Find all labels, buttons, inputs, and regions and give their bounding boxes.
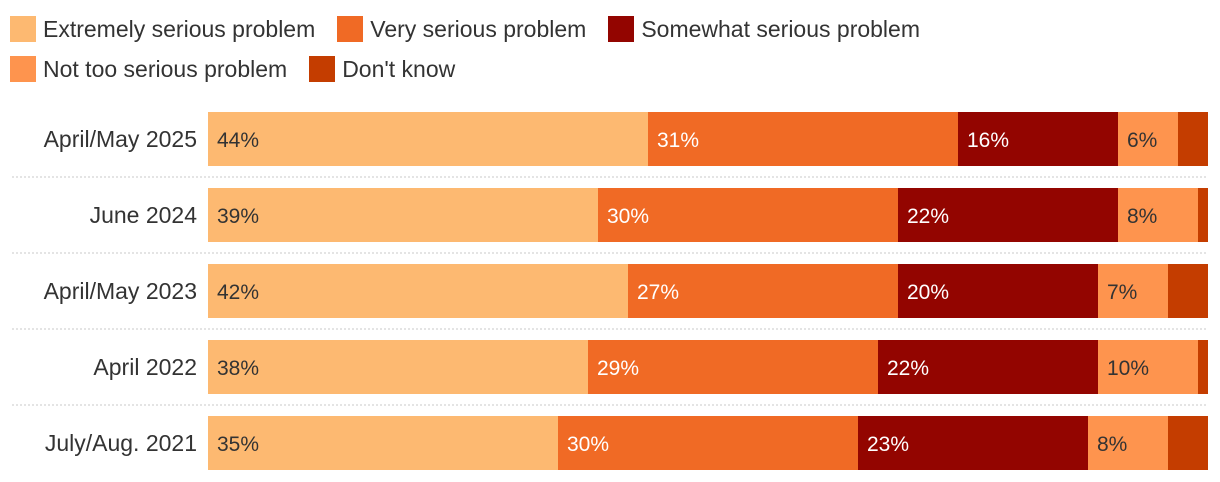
data-label: 22% [887, 357, 929, 380]
bar-segment-somewhat-serious-problem [898, 264, 1098, 318]
data-label: 8% [1127, 205, 1157, 228]
bar-segment-extremely-serious-problem [208, 340, 588, 394]
legend-label: Not too serious problem [43, 55, 288, 82]
data-label: 16% [967, 129, 1009, 152]
bar-segment-don-t-know [1168, 264, 1208, 318]
data-label: 44% [217, 129, 259, 152]
data-label: 42% [217, 281, 259, 304]
data-label: 35% [217, 433, 259, 456]
data-label: 30% [567, 433, 609, 456]
legend-item-somewhat-serious-problem: Somewhat serious problem [608, 12, 920, 46]
legend: Extremely serious problem Very serious pr… [10, 12, 1210, 86]
bar-segment-don-t-know [1198, 340, 1208, 394]
bar-segment-extremely-serious-problem [208, 264, 628, 318]
category-label: July/Aug. 2021 [45, 430, 197, 456]
data-label: 23% [867, 433, 909, 456]
category-label: April/May 2025 [44, 126, 197, 152]
bar-segment-not-too-serious-problem [1118, 112, 1178, 166]
data-label: 38% [217, 357, 259, 380]
legend-swatch [10, 56, 36, 82]
legend-item-don-t-know: Don't know [309, 52, 455, 86]
bar-segment-somewhat-serious-problem [958, 112, 1118, 166]
bar-segment-very-serious-problem [648, 112, 958, 166]
bar-segment-don-t-know [1178, 112, 1208, 166]
data-label: 20% [907, 281, 949, 304]
bar-segment-not-too-serious-problem [1088, 416, 1168, 470]
data-label: 29% [597, 357, 639, 380]
bar-segment-somewhat-serious-problem [858, 416, 1088, 470]
bar-segment-not-too-serious-problem [1118, 188, 1198, 242]
legend-label: Don't know [342, 55, 456, 82]
data-label: 7% [1107, 281, 1137, 304]
data-label: 30% [607, 205, 649, 228]
bar-segment-not-too-serious-problem [1098, 264, 1168, 318]
data-label: 39% [217, 205, 259, 228]
bar-segment-not-too-serious-problem [1098, 340, 1198, 394]
data-label: 31% [657, 129, 699, 152]
data-label: 27% [637, 281, 679, 304]
bar-segment-don-t-know [1198, 188, 1208, 242]
data-label: 10% [1107, 357, 1149, 380]
legend-label: Very serious problem [370, 15, 587, 42]
data-label: 6% [1127, 129, 1157, 152]
bar-segment-very-serious-problem [558, 416, 858, 470]
bar-segment-very-serious-problem [628, 264, 898, 318]
legend-item-very-serious-problem: Very serious problem [337, 12, 586, 46]
category-label: June 2024 [90, 202, 198, 228]
legend-swatch [608, 16, 635, 42]
bar-segment-very-serious-problem [588, 340, 878, 394]
bar-segment-somewhat-serious-problem [878, 340, 1098, 394]
bar-segment-somewhat-serious-problem [898, 188, 1118, 242]
legend-item-not-too-serious-problem: Not too serious problem [10, 52, 287, 86]
bar-segment-very-serious-problem [598, 188, 898, 242]
legend-label: Somewhat serious problem [641, 15, 920, 42]
bar-segment-extremely-serious-problem [208, 112, 648, 166]
legend-swatch [337, 16, 364, 42]
bar-segment-extremely-serious-problem [208, 188, 598, 242]
data-label: 8% [1097, 433, 1127, 456]
legend-label: Extremely serious problem [43, 15, 316, 42]
legend-swatch [309, 56, 336, 82]
category-label: April 2022 [93, 354, 197, 380]
legend-item-extremely-serious-problem: Extremely serious problem [10, 12, 315, 46]
bar-segment-extremely-serious-problem [208, 416, 558, 470]
legend-swatch [10, 16, 36, 42]
bar-segment-don-t-know [1168, 416, 1208, 470]
data-label: 22% [907, 205, 949, 228]
category-label: April/May 2023 [44, 278, 197, 304]
